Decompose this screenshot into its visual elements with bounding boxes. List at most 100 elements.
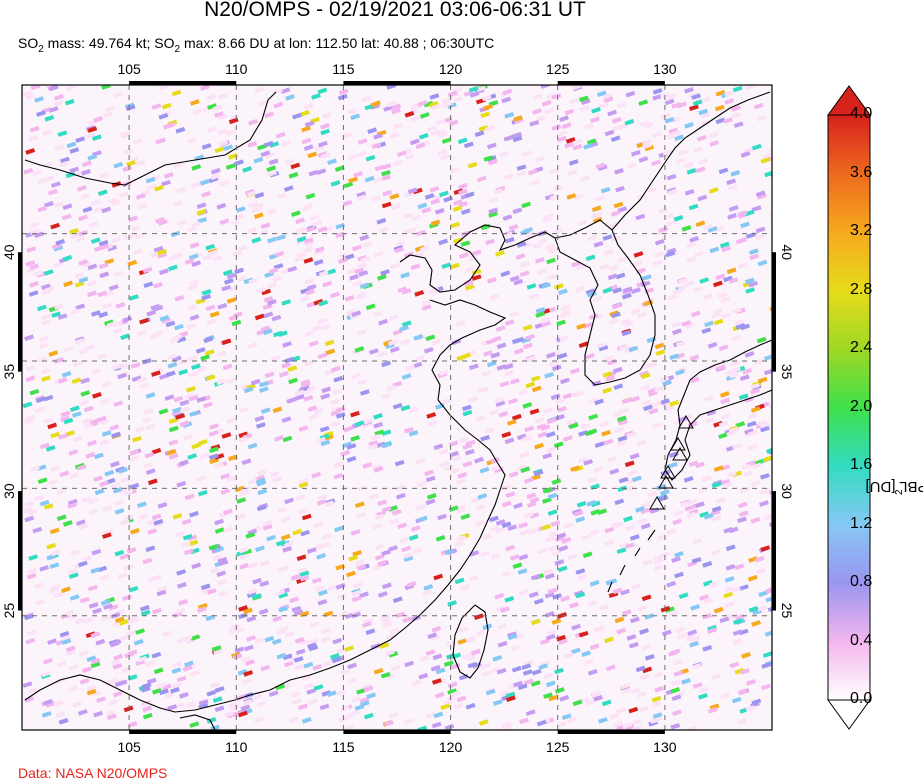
so2-pixel [487, 277, 497, 284]
so2-pixel [277, 192, 288, 200]
so2-pixel [407, 187, 418, 195]
so2-pixel [28, 687, 39, 694]
so2-pixel [701, 96, 712, 104]
so2-pixel [167, 704, 178, 711]
so2-pixel [636, 691, 647, 699]
so2-pixel [551, 124, 562, 131]
so2-pixel [258, 229, 269, 237]
so2-pixel [728, 526, 739, 534]
so2-pixel [140, 686, 151, 693]
so2-pixel [556, 720, 567, 728]
so2-pixel [101, 85, 111, 90]
so2-pixel [646, 186, 657, 194]
so2-pixel [98, 262, 109, 270]
so2-pixel [627, 162, 637, 169]
so2-pixel [259, 580, 270, 588]
so2-pixel [214, 111, 224, 118]
so2-pixel [438, 238, 448, 246]
so2-pixel [334, 165, 345, 172]
so2-pixel [707, 226, 718, 233]
so2-pixel [691, 662, 702, 670]
so2-pixel [380, 269, 390, 276]
so2-pixel [540, 85, 551, 89]
so2-pixel [128, 585, 139, 593]
so2-pixel [519, 451, 530, 459]
so2-pixel [153, 282, 163, 289]
so2-pixel [575, 516, 586, 523]
so2-pixel [69, 227, 79, 235]
so2-pixel [303, 661, 314, 669]
so2-pixel [668, 127, 679, 135]
so2-pixel [587, 234, 598, 242]
so2-pixel [101, 381, 112, 388]
so2-pixel [504, 112, 515, 119]
so2-pixel [184, 392, 195, 400]
so2-pixel [748, 430, 758, 437]
so2-pixel [696, 134, 707, 142]
so2-pixel [459, 584, 470, 592]
so2-pixel [39, 335, 50, 343]
so2-pixel [359, 696, 370, 704]
so2-pixel [305, 288, 315, 296]
so2-pixel [292, 528, 303, 536]
so2-pixel [735, 421, 746, 428]
so2-pixel [638, 156, 649, 163]
so2-pixel [260, 407, 271, 415]
so2-pixel [247, 342, 258, 349]
so2-pixel [481, 370, 492, 377]
volcano-markers [649, 415, 694, 510]
so2-pixel [675, 157, 686, 165]
so2-pixel [85, 631, 96, 639]
so2-pixel [371, 142, 382, 149]
so2-pixel [563, 522, 574, 529]
so2-pixel [140, 609, 151, 617]
so2-pixel [554, 667, 564, 675]
so2-pixel [545, 352, 556, 359]
so2-pixel [404, 660, 415, 668]
so2-pixel [587, 669, 598, 676]
so2-pixel [218, 590, 229, 598]
so2-pixel [206, 126, 217, 133]
so2-pixel [179, 459, 189, 467]
tick-label: 105 [117, 739, 141, 755]
so2-pixel [485, 688, 496, 696]
so2-pixel [373, 466, 384, 473]
so2-pixel [284, 541, 294, 548]
so2-pixel [381, 163, 392, 170]
so2-pixel [253, 212, 264, 220]
so2-pixel [278, 605, 289, 613]
so2-pixel [516, 241, 527, 248]
so2-pixel [256, 504, 267, 512]
so2-pixel [725, 544, 736, 552]
so2-pixel [86, 688, 97, 696]
so2-pixel [503, 363, 514, 370]
so2-pixel [711, 505, 722, 513]
so2-pixel [80, 377, 90, 385]
so2-pixel [98, 311, 109, 319]
so2-pixel [641, 643, 652, 651]
so2-pixel [305, 192, 316, 200]
so2-pixel [25, 93, 36, 101]
so2-pixel [233, 311, 243, 319]
so2-pixel [669, 353, 680, 361]
so2-pixel [386, 85, 397, 90]
so2-pixel [554, 687, 565, 694]
so2-pixel [197, 603, 208, 610]
so2-pixel [90, 657, 101, 665]
so2-pixel [87, 439, 97, 447]
so2-pixel [671, 321, 682, 328]
so2-pixel [49, 562, 60, 569]
so2-pixel [474, 520, 485, 528]
so2-pixel [731, 111, 742, 119]
so2-pixel [604, 249, 614, 256]
so2-pixel [145, 176, 156, 184]
so2-pixel [406, 227, 417, 234]
so2-pixel [525, 709, 536, 717]
so2-pixel [217, 350, 227, 358]
so2-pixel [250, 378, 261, 386]
so2-pixel [223, 269, 233, 276]
so2-pixel [356, 511, 366, 519]
triangle-outline-icon [649, 496, 665, 510]
so2-pixel [373, 133, 383, 140]
so2-pixel [171, 355, 182, 363]
